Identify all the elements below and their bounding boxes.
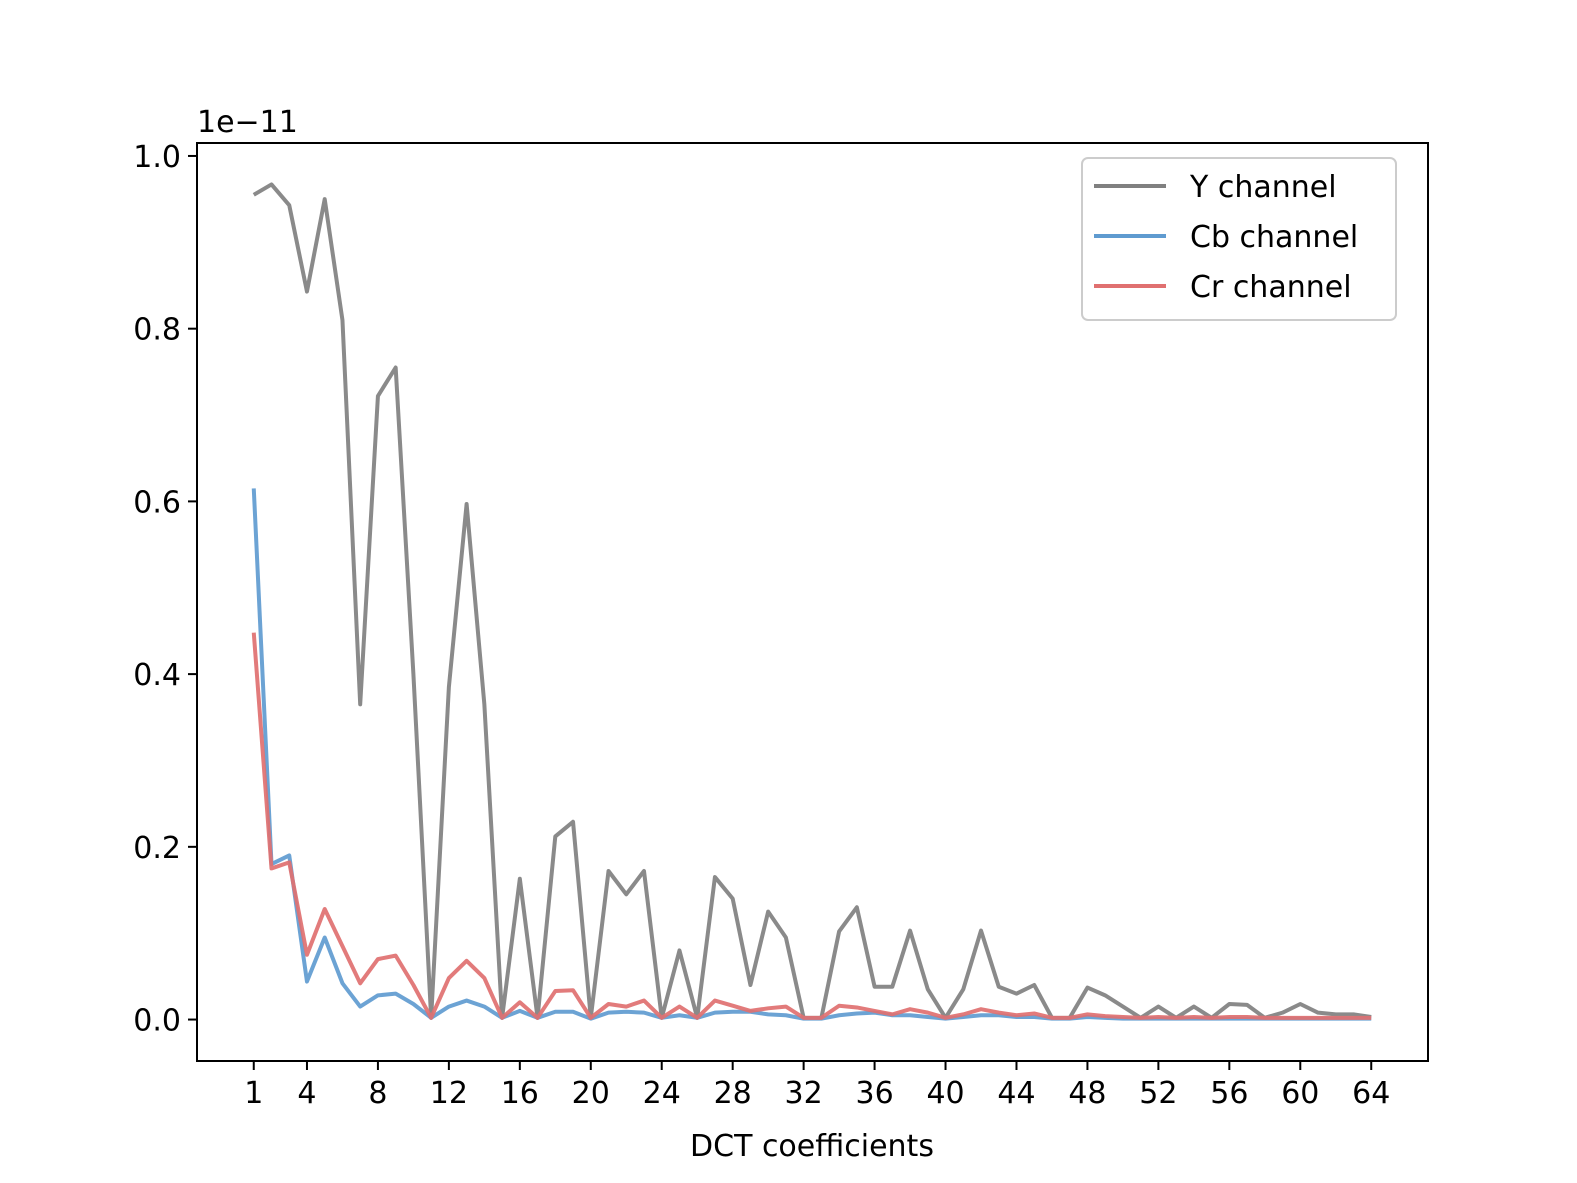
x-tick-label: 1 bbox=[244, 1076, 263, 1111]
legend-label: Y channel bbox=[1189, 170, 1337, 205]
x-tick-label: 28 bbox=[714, 1076, 752, 1111]
y-tick-label: 0.6 bbox=[133, 485, 181, 520]
x-tick-label: 16 bbox=[501, 1076, 539, 1111]
x-tick-label: 56 bbox=[1210, 1076, 1248, 1111]
x-tick-label: 36 bbox=[855, 1076, 893, 1111]
x-tick-label: 40 bbox=[926, 1076, 964, 1111]
x-tick-label: 20 bbox=[572, 1076, 610, 1111]
x-axis-label: DCT coefficients bbox=[690, 1129, 934, 1164]
y-tick-label: 1.0 bbox=[133, 140, 181, 175]
x-tick-label: 44 bbox=[997, 1076, 1035, 1111]
y-tick-label: 0.4 bbox=[133, 658, 181, 693]
series-line-3 bbox=[251, 632, 1372, 1020]
x-tick-label: 48 bbox=[1068, 1076, 1106, 1111]
plot-frame bbox=[196, 142, 1429, 1062]
x-tick-label: 32 bbox=[785, 1076, 823, 1111]
y-offset-text: 1e−11 bbox=[197, 105, 298, 140]
series-layer bbox=[251, 182, 1372, 1021]
legend-box bbox=[1081, 157, 1397, 321]
y-tick-label: 0.8 bbox=[133, 313, 181, 348]
series-line-2 bbox=[251, 488, 1372, 1021]
x-tick-label: 4 bbox=[297, 1076, 316, 1111]
x-tick-label: 64 bbox=[1352, 1076, 1390, 1111]
x-tick-label: 12 bbox=[430, 1076, 468, 1111]
x-axis: 1 4 8 12 16 20 24 28 32 36 40 44 48 52 56 60 64 bbox=[244, 1061, 1390, 1111]
legend: Y channel Cb channel Cr channel bbox=[1081, 157, 1397, 321]
legend-label: Cb channel bbox=[1190, 220, 1358, 255]
y-tick-label: 0.0 bbox=[133, 1004, 181, 1039]
x-tick-label: 52 bbox=[1139, 1076, 1177, 1111]
x-tick-label: 8 bbox=[368, 1076, 387, 1111]
x-tick-label: 60 bbox=[1281, 1076, 1319, 1111]
x-tick-label: 24 bbox=[643, 1076, 681, 1111]
y-axis: 0.0 0.2 0.4 0.6 0.8 1.0 bbox=[133, 140, 197, 1039]
y-tick-label: 0.2 bbox=[133, 831, 181, 866]
legend-label: Cr channel bbox=[1190, 270, 1352, 305]
